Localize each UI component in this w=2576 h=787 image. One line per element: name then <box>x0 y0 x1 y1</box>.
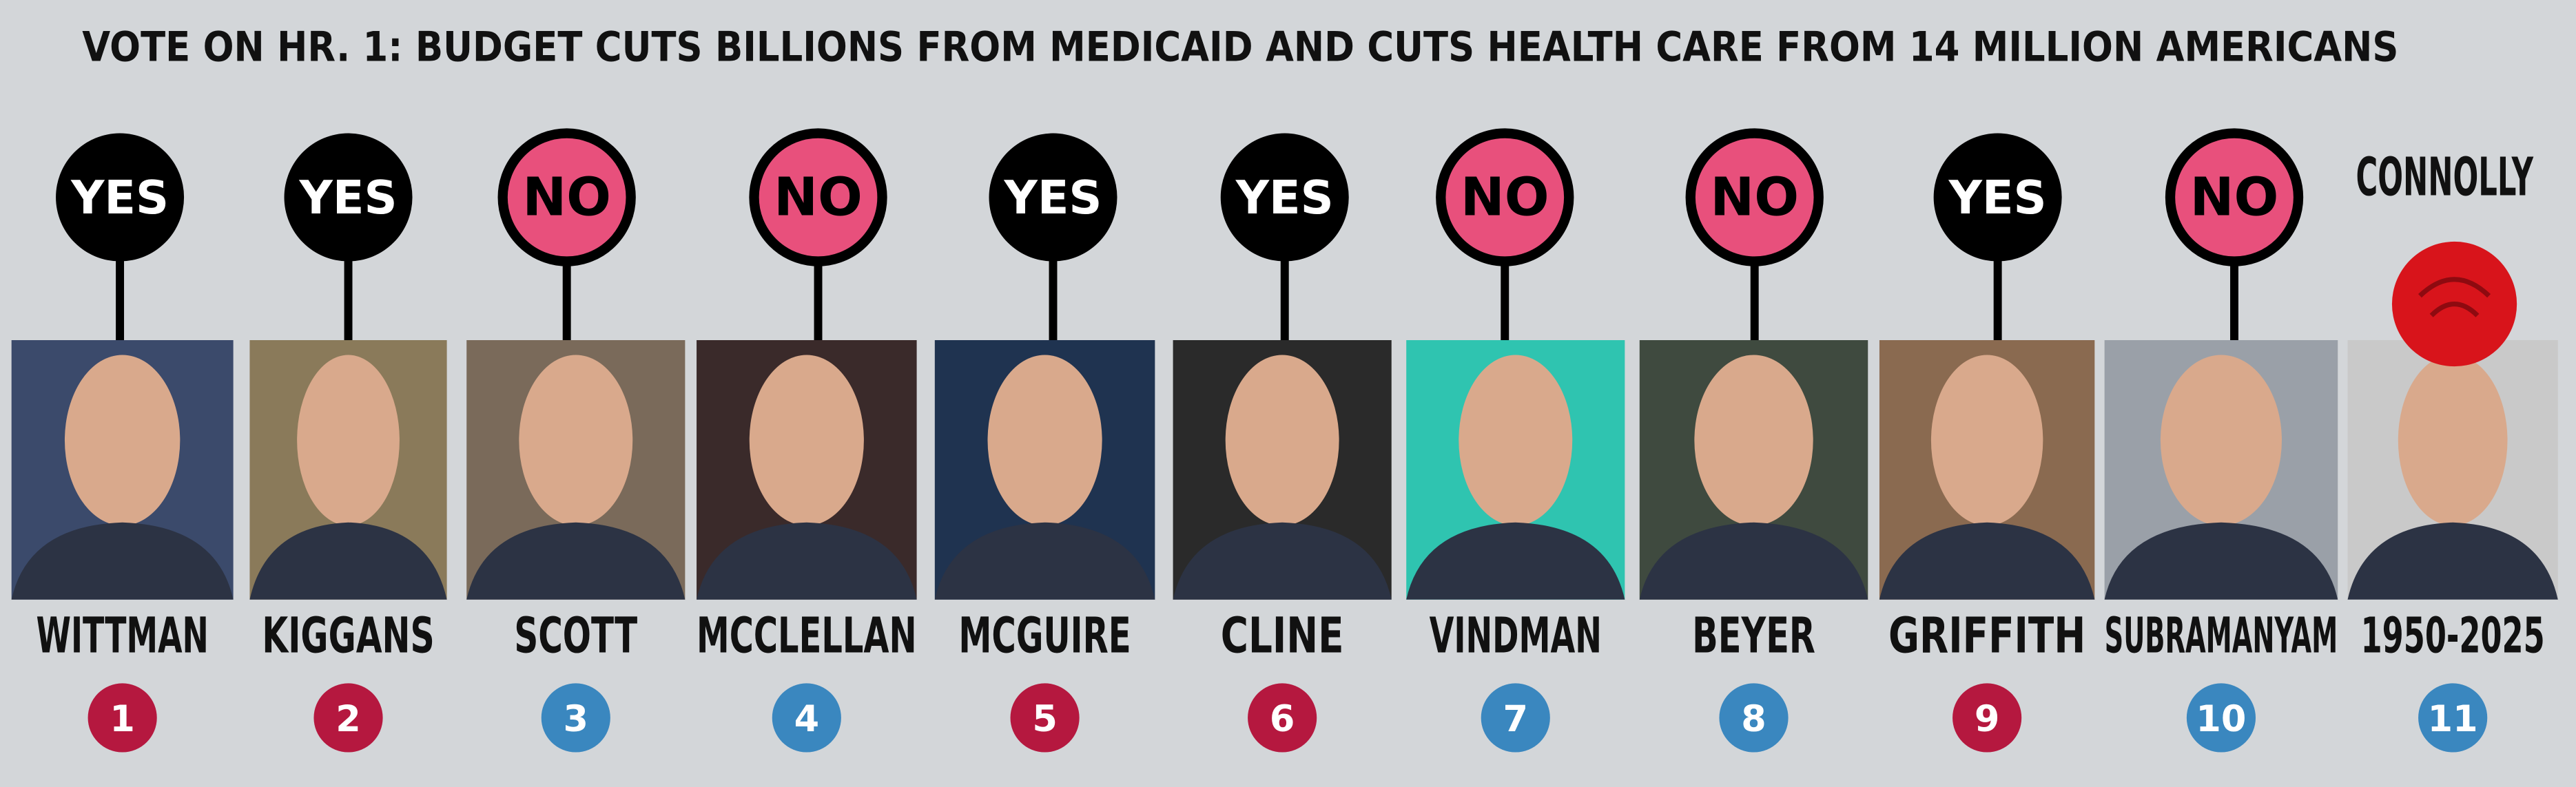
member-years: 1950-2025 <box>2361 607 2545 664</box>
district-badge <box>541 683 610 753</box>
photo-shoulders <box>1879 522 2095 600</box>
vote-badge <box>749 128 887 266</box>
photo-face <box>64 355 181 526</box>
photo-face <box>1225 355 1339 526</box>
member-name: SUBRAMANYAM <box>2105 607 2338 664</box>
district-badge <box>2418 683 2488 753</box>
member-name: CONNOLLY <box>2356 147 2533 208</box>
district-number: 8 <box>1741 698 1766 740</box>
photo-shoulders <box>1406 522 1625 600</box>
photo-shoulders <box>697 522 917 600</box>
member-name: MCCLELLAN <box>697 607 917 664</box>
district-badge <box>87 683 157 753</box>
district-number: 9 <box>1975 698 2000 740</box>
district-badge <box>313 683 383 753</box>
district-number: 7 <box>1503 698 1529 740</box>
vote-badge <box>56 133 185 262</box>
member-name: CLINE <box>1221 607 1344 664</box>
member-name: KIGGANS <box>262 607 434 664</box>
photo-face <box>749 355 864 526</box>
district-badge <box>772 683 841 753</box>
member-name: GRIFFITH <box>1888 607 2085 664</box>
district-number: 3 <box>564 698 588 740</box>
photo-face <box>1930 355 2043 526</box>
district-number: 1 <box>110 698 135 740</box>
photo-shoulders <box>11 522 234 600</box>
member-name: VINDMAN <box>1430 607 1602 664</box>
vote-label: YES <box>1235 171 1334 224</box>
district-badge <box>2186 683 2256 753</box>
vote-label: NO <box>1461 166 1549 227</box>
district-badge <box>1010 683 1080 753</box>
vote-badge <box>1436 128 1574 266</box>
vote-label: YES <box>299 171 398 224</box>
district-badge <box>1248 683 1317 753</box>
photo-face <box>1459 355 1573 526</box>
district-badge <box>1481 683 1550 753</box>
district-number: 10 <box>2196 698 2246 740</box>
district-number: 11 <box>2428 698 2478 740</box>
vote-label: YES <box>1003 171 1102 224</box>
member-name: SCOTT <box>514 607 637 664</box>
title: VOTE ON HR. 1: BUDGET CUTS BILLIONS FROM… <box>82 24 2398 72</box>
vote-label: NO <box>774 166 863 227</box>
photo-face <box>2398 355 2508 526</box>
photo-face <box>2160 355 2282 526</box>
vote-badge <box>1933 133 2062 262</box>
district-number: 5 <box>1032 698 1058 740</box>
rose-petals <box>2418 277 2491 317</box>
vote-badge <box>497 128 636 266</box>
photo-face <box>297 355 400 526</box>
photo-shoulders <box>466 522 686 600</box>
photo-shoulders <box>2347 522 2558 600</box>
vote-label: NO <box>522 166 611 227</box>
member-name: BEYER <box>1692 607 1815 664</box>
photo-shoulders <box>1639 522 1868 600</box>
photo-shoulders <box>934 522 1155 600</box>
photo-face <box>1694 355 1813 526</box>
vote-badge <box>2165 128 2304 266</box>
photo-face <box>987 355 1102 526</box>
district-number: 4 <box>794 698 820 740</box>
photo-shoulders <box>2104 522 2338 600</box>
district-badge <box>1952 683 2022 753</box>
vote-badge <box>1685 128 1824 266</box>
photo-face <box>519 355 633 526</box>
district-badge <box>1719 683 1789 753</box>
vote-label: NO <box>2190 166 2279 227</box>
vote-badge <box>284 133 413 262</box>
photo-shoulders <box>249 522 447 600</box>
photo-shoulders <box>1173 522 1392 600</box>
district-number: 6 <box>1270 698 1295 740</box>
vote-label: YES <box>70 171 169 224</box>
member-name: MCGUIRE <box>958 607 1131 664</box>
vote-label: NO <box>1710 166 1799 227</box>
member-name: WITTMAN <box>36 607 208 664</box>
vote-label: YES <box>1948 171 2047 224</box>
vote-badge <box>1220 133 1349 262</box>
vote-badge <box>989 133 1117 262</box>
district-number: 2 <box>336 698 361 740</box>
